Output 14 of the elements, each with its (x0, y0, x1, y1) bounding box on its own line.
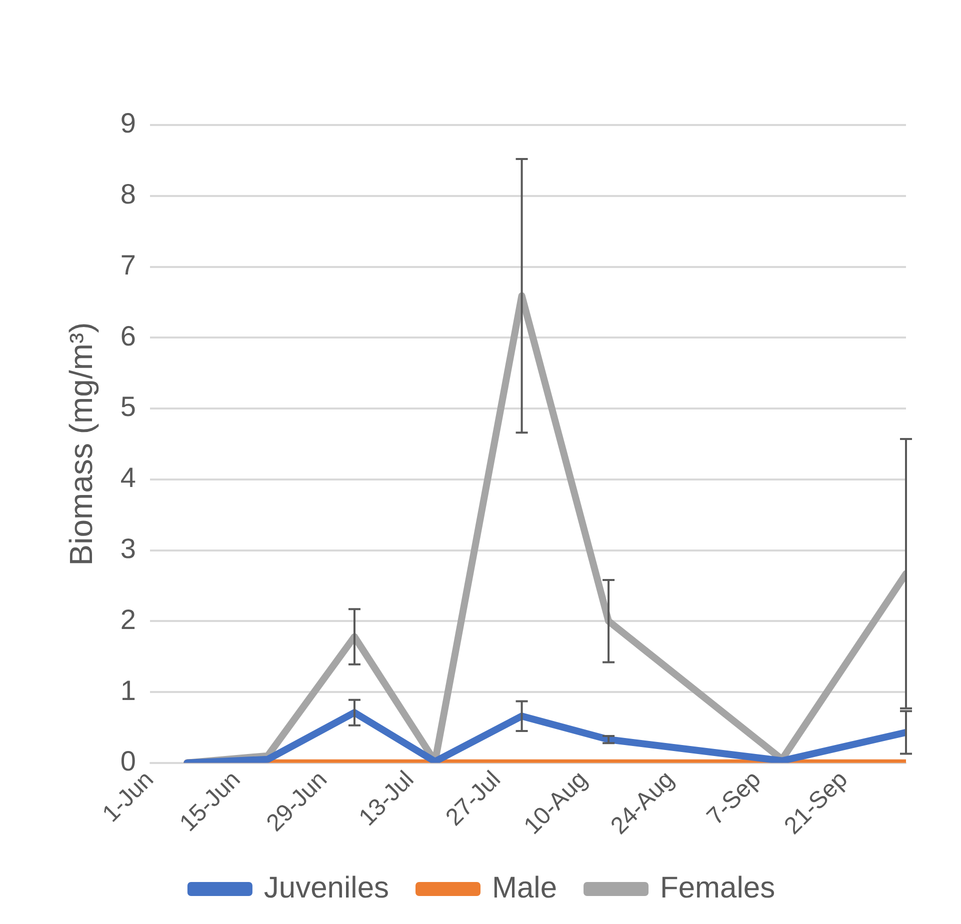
y-tick-label: 7 (120, 249, 136, 280)
y-tick-label: 3 (120, 532, 136, 564)
y-tick-label: 9 (120, 108, 136, 139)
y-tick-label: 5 (120, 391, 136, 422)
legend-label: Juveniles (264, 871, 390, 904)
y-tick-label: 6 (120, 320, 136, 352)
y-tick-label: 8 (120, 178, 136, 210)
legend-label: Male (492, 871, 558, 904)
y-tick-label: 4 (120, 462, 136, 494)
legend-label: Females (660, 871, 776, 904)
y-tick-label: 0 (120, 746, 136, 777)
y-tick-label: 1 (120, 674, 136, 706)
y-tick-label: 2 (120, 604, 136, 635)
y-axis-title: Biomass (mg/m³) (63, 322, 100, 566)
